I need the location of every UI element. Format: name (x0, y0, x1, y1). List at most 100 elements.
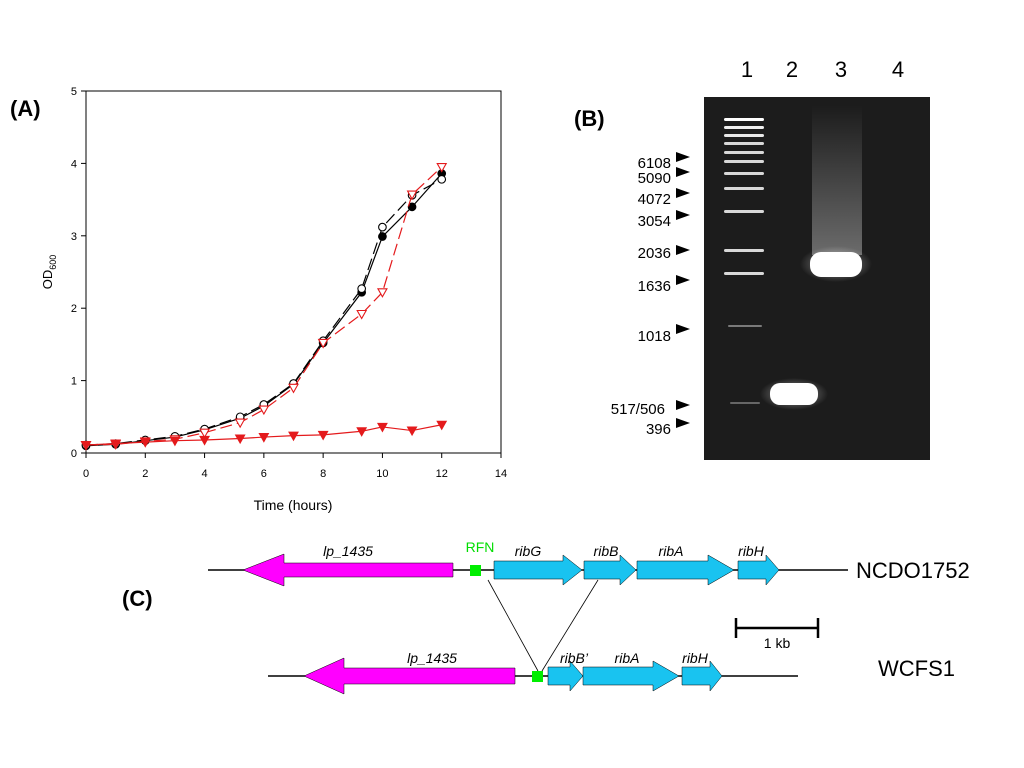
ribBprime-label: ribB’ (560, 650, 589, 666)
arrow-icon (676, 152, 690, 162)
data-point (376, 422, 388, 433)
lane-label-4: 4 (892, 57, 904, 82)
data-point (406, 190, 418, 201)
ribH-gene-wcfs (681, 660, 723, 692)
data-point (356, 427, 368, 437)
rfn-label: RFN (466, 539, 495, 555)
ribH-gene (737, 554, 780, 586)
ribH-label-wcfs: ribH (682, 650, 709, 666)
size-label: 2036 (638, 245, 671, 262)
size-label: 1018 (638, 328, 671, 345)
data-point (437, 174, 447, 184)
data-point (317, 430, 329, 441)
ribA-label-wcfs: ribA (615, 650, 640, 666)
data-point (234, 434, 246, 445)
y-tick-label: 1 (71, 376, 77, 388)
ribA-label-ncdo: ribA (659, 543, 684, 559)
data-point (288, 431, 299, 442)
size-label: 517/506 (611, 401, 665, 418)
y-axis-label-sub: 600 (48, 255, 58, 270)
data-point (258, 405, 270, 416)
pcr-smear-lane3 (812, 105, 862, 255)
x-tick-label: 10 (376, 468, 388, 480)
arrow-icon (676, 210, 690, 220)
strain-label-wcfs: WCFS1 (878, 656, 955, 681)
y-axis-label: OD600 (40, 255, 58, 290)
data-point (356, 309, 368, 320)
y-axis: 0 1 2 3 4 5 (71, 86, 86, 460)
lp1435-label-wcfs: lp_1435 (407, 650, 457, 666)
data-point (234, 418, 246, 429)
x-tick-label: 2 (142, 468, 148, 480)
data-point (406, 426, 418, 437)
ladder-band (724, 142, 764, 145)
x-tick-label: 14 (495, 468, 507, 480)
arrow-icon (676, 245, 690, 255)
size-label: 5090 (638, 170, 671, 187)
ribBprime-gene (547, 660, 584, 692)
y-tick-label: 5 (71, 86, 77, 98)
arrow-icon (676, 418, 690, 428)
data-point (199, 428, 211, 439)
size-label: 1636 (638, 278, 671, 295)
size-label: 3054 (638, 213, 671, 230)
arrow-icon (676, 167, 690, 177)
strain-label-ncdo: NCDO1752 (856, 558, 970, 583)
data-point (199, 435, 211, 446)
lp1435-label-ncdo: lp_1435 (323, 543, 373, 559)
ladder-band (724, 134, 764, 137)
ladder-band (724, 210, 764, 213)
deletion-line (487, 579, 539, 672)
ladder-band (724, 249, 764, 252)
ladder-band (724, 160, 764, 163)
panel-b-label: (B) (574, 106, 605, 131)
plot-frame (85, 90, 502, 454)
ladder-band (724, 172, 764, 175)
size-markers: 6108 5090 4072 3054 2036 1636 1018 517/5… (611, 152, 690, 438)
y-tick-label: 0 (71, 448, 77, 460)
x-axis: 0 2 4 6 8 10 12 14 (83, 453, 507, 480)
ribA-gene (636, 554, 735, 586)
scale-bar-label: 1 kb (764, 635, 791, 651)
data-point (357, 284, 367, 294)
data-point (436, 162, 448, 173)
data-point (80, 440, 92, 451)
x-tick-label: 0 (83, 468, 89, 480)
ribA-gene-wcfs (582, 660, 680, 692)
size-label: 6108 (638, 155, 671, 172)
y-tick-label: 3 (71, 231, 77, 243)
ladder-band (724, 118, 764, 121)
ladder-band (724, 126, 764, 129)
pcr-band-lane2 (770, 383, 818, 405)
ribB-gene (583, 554, 637, 586)
gel-figure: 1 2 3 4 6108 5090 4072 3054 2036 1636 (611, 57, 930, 460)
ribB-label: ribB (594, 543, 619, 559)
rfn-element-wcfs (532, 671, 543, 682)
data-point (376, 288, 388, 298)
size-label: 4072 (638, 191, 671, 208)
x-tick-label: 4 (202, 468, 208, 480)
pcr-band-lane3 (810, 252, 862, 277)
ladder-band (724, 151, 764, 154)
ladder-band (730, 402, 760, 404)
x-tick-label: 8 (320, 468, 326, 480)
panel-c-label: (C) (122, 586, 153, 611)
y-tick-label: 4 (71, 158, 77, 170)
arrow-icon (676, 275, 690, 285)
arrow-icon (676, 188, 690, 198)
data-point (407, 202, 417, 212)
ribG-label: ribG (515, 543, 542, 559)
lp1435-gene-ncdo (242, 553, 454, 587)
data-point (169, 436, 181, 447)
lp1435-gene-wcfs (303, 657, 516, 695)
ribG-gene (493, 554, 583, 586)
rfn-element-ncdo (470, 565, 481, 576)
data-point (317, 338, 329, 349)
lane-label-3: 3 (835, 57, 847, 82)
ladder-lane (724, 118, 764, 404)
data-point (258, 433, 270, 443)
size-label: 396 (646, 421, 671, 438)
lane-label-1: 1 (741, 57, 753, 82)
ladder-band (724, 187, 764, 190)
